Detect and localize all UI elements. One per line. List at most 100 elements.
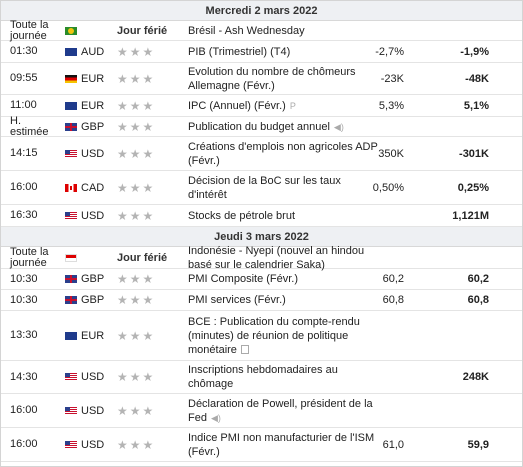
flag-icon	[65, 122, 77, 131]
event-time: 10:30	[10, 269, 60, 289]
event-currency: CAD	[81, 181, 105, 194]
event-time-label: 09:55	[10, 72, 38, 84]
event-row[interactable]: 16:30 USD ★ ★ ★ Stocks de pétrole brut 1,121M	[1, 205, 522, 227]
star-icon: ★	[117, 119, 128, 134]
event-name[interactable]: PIB (Trimestriel) (T4)	[188, 41, 378, 62]
event-name-text[interactable]: Publication du budget annuel ◀)	[188, 120, 344, 133]
event-actual: -23K	[380, 72, 404, 85]
event-time: Toute la journée	[10, 245, 60, 269]
star-icon: ★	[142, 370, 154, 384]
star-icon: ★	[117, 208, 128, 223]
event-name[interactable]: Déclaration de Powell, président de la F…	[188, 394, 378, 427]
event-time-label: 10:30	[10, 272, 38, 285]
star-icon: ★	[129, 98, 141, 113]
event-name[interactable]: Inscriptions hebdomadaires au chômage	[188, 361, 378, 393]
event-forecast: 59,9	[467, 438, 489, 451]
event-row[interactable]: 16:00 CAD ★ ★ ★ Décision de la BoC sur les ta…	[1, 171, 522, 205]
event-actual: 61,0	[382, 438, 404, 451]
event-row[interactable]: 13:30 EUR ★ ★ ★ BCE : Publication du compte-r…	[1, 311, 522, 361]
event-forecast: 0,25%	[457, 181, 489, 194]
event-currency: GBP	[81, 120, 105, 133]
event-name-text[interactable]: PIB (Trimestriel) (T4)	[188, 45, 291, 58]
event-currency	[81, 21, 109, 40]
event-row[interactable]: 10:30 GBP ★ ★ ★ PMI Composite (Févr.) 60,2 60,2	[1, 269, 522, 290]
flag-icon	[65, 101, 77, 110]
event-actual: 60,8	[382, 294, 404, 306]
event-name[interactable]: Indonésie - Nyepi (nouvel an hindou basé…	[188, 245, 378, 271]
event-name[interactable]: Indice PMI non manufacturier de l'ISM (F…	[188, 428, 378, 461]
event-name[interactable]: Evolution du nombre de chômeurs Allemagn…	[188, 63, 378, 94]
event-name-text[interactable]: Indonésie - Nyepi (nouvel an hindou basé…	[188, 244, 365, 271]
event-row[interactable]: 14:15 USD ★ ★ ★ Créations d'emplois non agric…	[1, 137, 522, 171]
event-row[interactable]: H. estimée GBP ★ ★ ★ Publication du budget an…	[1, 115, 522, 137]
star-icon: ★	[117, 293, 128, 307]
speaker-icon: ◀)	[333, 121, 344, 132]
event-row[interactable]: Toute la journée Jour férié Indonésie - Ny…	[1, 245, 522, 271]
star-icon: ★	[129, 272, 141, 286]
speaker-icon: ◀)	[210, 412, 221, 423]
event-importance: ★ ★ ★	[117, 290, 177, 310]
event-row[interactable]: 09:55 EUR ★ ★ ★ Evolution du nombre de chômeu…	[1, 63, 522, 95]
event-forecast: -301K	[459, 147, 489, 160]
event-time-label: Toute la journée	[10, 245, 49, 269]
event-forecast: 5,1%	[463, 99, 489, 112]
event-name[interactable]: PMI services (Févr.)	[188, 290, 378, 310]
event-row[interactable]: 16:00 USD ★ ★ ★ Indice PMI non manufacturier …	[1, 428, 522, 462]
event-name[interactable]: BCE : Publication du compte-rendu (minut…	[188, 311, 378, 360]
event-name[interactable]: Décision de la BoC sur les taux d'intérê…	[188, 171, 378, 204]
star-icon: ★	[129, 437, 141, 452]
event-importance: Jour férié	[117, 247, 177, 268]
event-name-text[interactable]: Indice PMI non manufacturier de l'ISM (F…	[188, 431, 375, 458]
event-name-text[interactable]: PMI services (Févr.)	[188, 294, 286, 306]
event-name[interactable]: Brésil - Ash Wednesday	[188, 21, 378, 40]
event-row[interactable]: Toute la journée Jour férié Brésil - Ash W…	[1, 19, 522, 41]
event-row[interactable]: 16:00 USD ★ ★ ★ Déclaration de Powell, présid…	[1, 394, 522, 428]
event-currency: USD	[81, 404, 105, 417]
event-importance: ★ ★ ★	[117, 137, 177, 170]
event-time: 09:55	[10, 63, 60, 94]
event-row[interactable]: 11:00 EUR ★ ★ ★ IPC (Annuel) (Févr.) P 5,3% 5,1%	[1, 95, 522, 117]
event-name-text[interactable]: Inscriptions hebdomadaires au chômage	[188, 364, 338, 390]
event-name-text[interactable]: IPC (Annuel) (Févr.) P	[188, 99, 296, 112]
event-row[interactable]: 10:30 GBP ★ ★ ★ PMI services (Févr.) 60,8 60,8	[1, 290, 522, 311]
event-name[interactable]: PMI Composite (Févr.)	[188, 269, 378, 289]
event-importance: ★ ★ ★	[117, 117, 177, 136]
event-row[interactable]: 01:30 AUD ★ ★ ★ PIB (Trimestriel) (T4) -2,7% -1…	[1, 41, 522, 63]
event-name-text[interactable]: Evolution du nombre de chômeurs Allemagn…	[188, 65, 356, 92]
event-time: 16:00	[10, 171, 60, 204]
event-name[interactable]: Créations d'emplois non agricoles ADP (F…	[188, 137, 378, 170]
event-time: 01:30	[10, 41, 60, 62]
star-icon: ★	[129, 180, 141, 195]
event-name-text[interactable]: PMI Composite (Févr.)	[188, 273, 299, 285]
flag-icon	[65, 74, 77, 83]
event-name[interactable]: IPC (Annuel) (Févr.) P	[188, 95, 378, 116]
event-name-text[interactable]: Stocks de pétrole brut	[188, 209, 296, 222]
event-name-text[interactable]: Déclaration de Powell, président de la F…	[188, 397, 373, 424]
event-name-text[interactable]: Brésil - Ash Wednesday	[188, 24, 305, 37]
star-icon: ★	[117, 437, 128, 452]
event-name[interactable]: Publication du budget annuel ◀)	[188, 117, 378, 136]
event-importance: ★ ★ ★	[117, 428, 177, 461]
event-name[interactable]: Stocks de pétrole brut	[188, 205, 378, 226]
event-importance: Jour férié	[117, 21, 177, 40]
event-currency: GBP	[81, 294, 105, 306]
event-time-label: 16:00	[10, 181, 38, 193]
event-forecast: 248K	[462, 371, 489, 383]
event-importance: ★ ★ ★	[117, 205, 177, 226]
event-name-text[interactable]: BCE : Publication du compte-rendu (minut…	[188, 315, 360, 356]
event-forecast: 60,2	[467, 273, 489, 285]
event-name-text[interactable]: Créations d'emplois non agricoles ADP (F…	[188, 140, 378, 167]
event-currency: EUR	[81, 72, 105, 85]
event-time-label: 11:00	[10, 99, 37, 111]
flag-icon	[65, 331, 77, 340]
event-time: 16:00	[10, 428, 60, 461]
document-icon	[240, 344, 249, 354]
event-currency: EUR	[81, 329, 105, 342]
event-name-text[interactable]: Décision de la BoC sur les taux d'intérê…	[188, 174, 341, 201]
event-currency: GBP	[81, 273, 105, 285]
event-time-label: 14:30	[10, 370, 38, 383]
event-time: 16:00	[10, 394, 60, 427]
flag-icon	[65, 253, 77, 262]
event-row[interactable]: 14:30 USD ★ ★ ★ Inscriptions hebdomadaires au…	[1, 361, 522, 394]
